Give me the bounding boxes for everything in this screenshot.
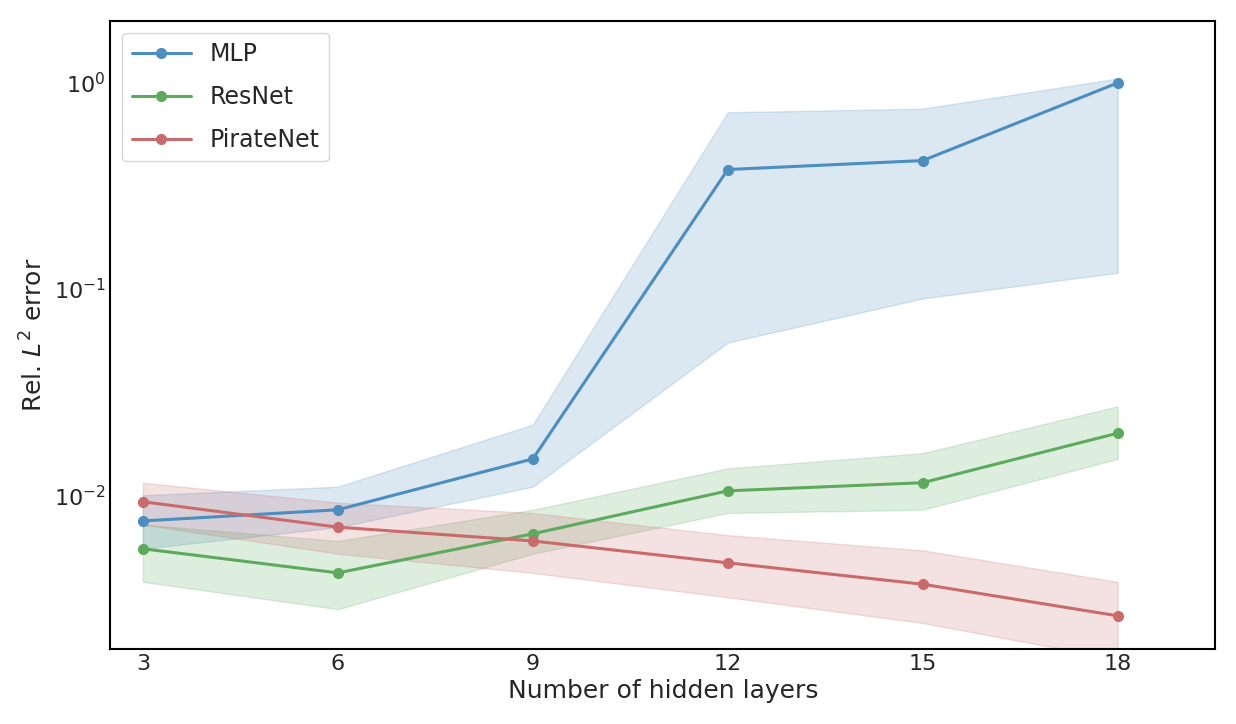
X-axis label: Number of hidden layers: Number of hidden layers bbox=[508, 679, 818, 703]
PirateNet bbox=[136, 497, 151, 506]
PirateNet bbox=[525, 536, 540, 545]
PirateNet bbox=[916, 580, 931, 589]
Y-axis label: Rel. $L^2$ error: Rel. $L^2$ error bbox=[21, 258, 48, 412]
MLP bbox=[916, 156, 931, 165]
ResNet bbox=[330, 568, 345, 577]
MLP bbox=[525, 455, 540, 463]
PirateNet bbox=[330, 523, 345, 531]
Legend: MLP, ResNet, PirateNet: MLP, ResNet, PirateNet bbox=[122, 33, 329, 161]
MLP bbox=[721, 165, 735, 174]
ResNet bbox=[525, 529, 540, 538]
ResNet bbox=[721, 487, 735, 495]
Line: PirateNet: PirateNet bbox=[138, 497, 1122, 620]
MLP bbox=[1110, 78, 1125, 87]
Line: MLP: MLP bbox=[138, 78, 1122, 526]
Line: ResNet: ResNet bbox=[138, 429, 1122, 578]
ResNet bbox=[916, 479, 931, 487]
ResNet bbox=[1110, 429, 1125, 437]
MLP bbox=[136, 517, 151, 526]
PirateNet bbox=[721, 558, 735, 567]
MLP bbox=[330, 505, 345, 514]
ResNet bbox=[136, 544, 151, 553]
PirateNet bbox=[1110, 612, 1125, 620]
